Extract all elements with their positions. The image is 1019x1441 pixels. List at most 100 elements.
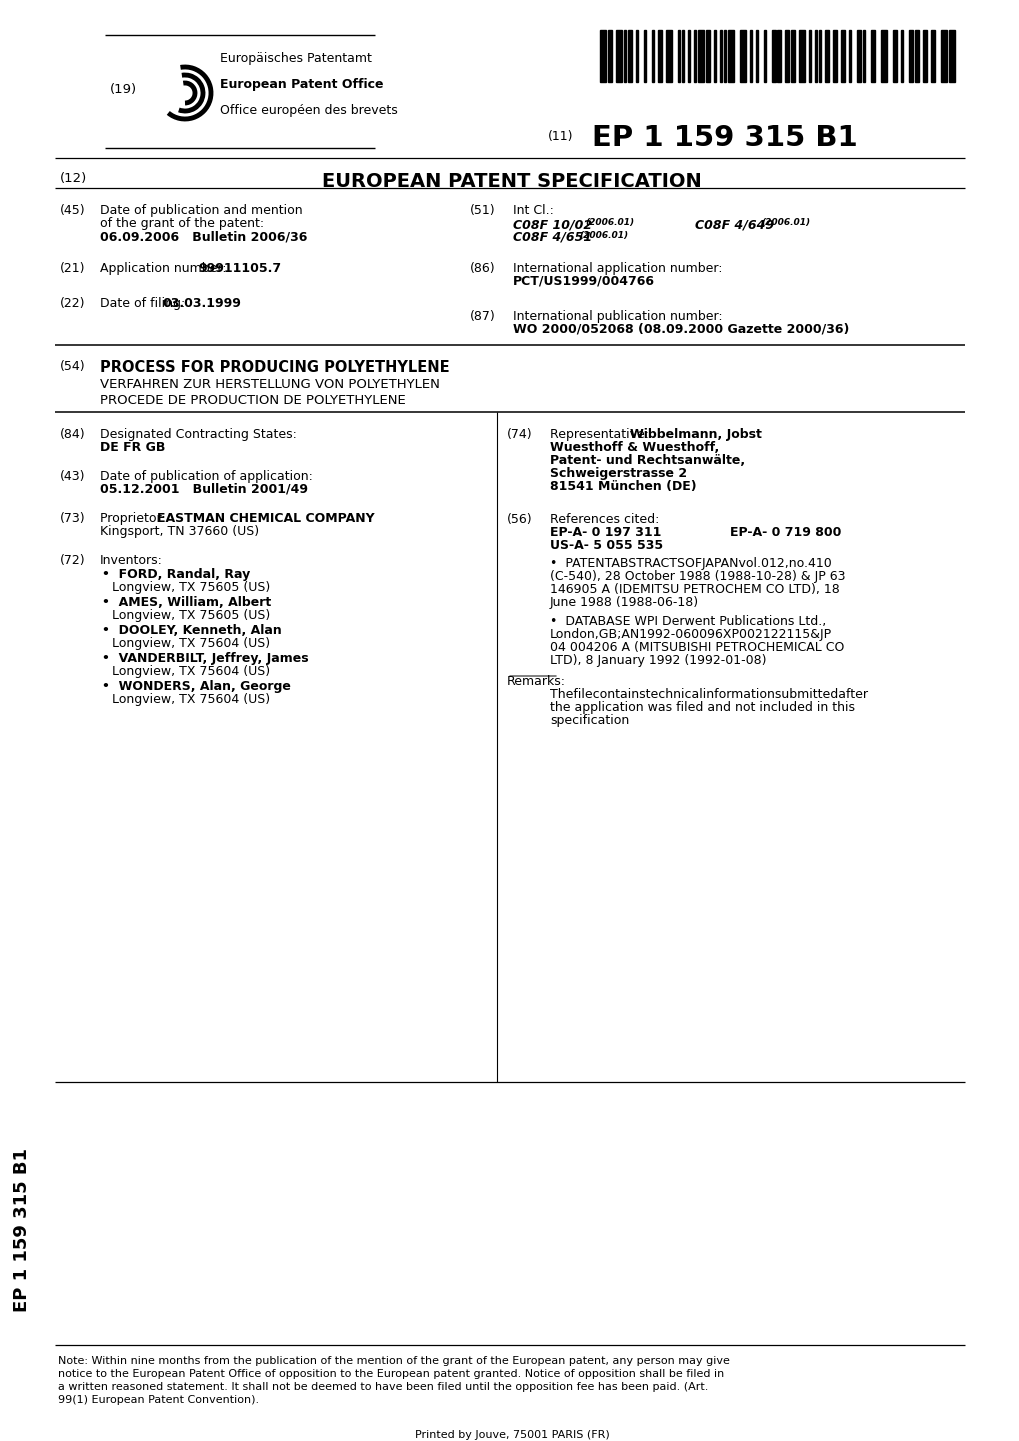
Text: •  DOOLEY, Kenneth, Alan: • DOOLEY, Kenneth, Alan [102,624,281,637]
Bar [880,30,887,82]
Text: References cited:: References cited: [549,513,658,526]
Bar [930,30,934,82]
Text: Thefilecontainstechnicalinformationsubmittedafter: Thefilecontainstechnicalinformationsubmi… [549,687,867,700]
Bar [791,30,795,82]
Text: 99911105.7: 99911105.7 [198,262,281,275]
Bar [727,30,733,82]
Text: (54): (54) [60,360,86,373]
Bar [908,30,912,82]
Bar [799,30,805,82]
Text: International publication number:: International publication number: [513,310,721,323]
Bar [833,30,837,82]
Text: Europäisches Patentamt: Europäisches Patentamt [220,52,372,65]
Text: EP-A- 0 719 800: EP-A- 0 719 800 [730,526,841,539]
Bar [705,30,709,82]
Text: (11): (11) [547,130,573,143]
Text: Kingsport, TN 37660 (US): Kingsport, TN 37660 (US) [100,525,259,537]
Text: EP-A- 0 197 311: EP-A- 0 197 311 [549,526,660,539]
Text: Schweigerstrasse 2: Schweigerstrasse 2 [549,467,687,480]
Bar [841,30,845,82]
Bar [755,30,757,82]
Text: •  AMES, William, Albert: • AMES, William, Albert [102,597,271,610]
Bar [770,30,774,82]
Text: the application was filed and not included in this: the application was filed and not includ… [549,700,854,713]
Bar [643,30,645,82]
Bar [870,30,874,82]
Bar [665,30,672,82]
Text: (51): (51) [470,205,495,218]
Text: 81541 München (DE): 81541 München (DE) [549,480,696,493]
Bar [713,30,715,82]
Text: C08F 4/651: C08F 4/651 [513,231,592,244]
Text: Int Cl.:: Int Cl.: [513,205,553,218]
Text: EP 1 159 315 B1: EP 1 159 315 B1 [591,124,857,151]
Bar [856,30,860,82]
Text: Office européen des brevets: Office européen des brevets [220,104,397,117]
Bar [607,30,611,82]
Text: US-A- 5 055 535: US-A- 5 055 535 [549,539,662,552]
Bar [785,30,789,82]
Bar [922,30,926,82]
Bar [776,30,781,82]
Text: (22): (22) [60,297,86,310]
Bar [763,30,765,82]
Bar [681,30,683,82]
Text: London,GB;AN1992-060096XP002122115&JP: London,GB;AN1992-060096XP002122115&JP [549,628,832,641]
Text: (12): (12) [60,171,88,184]
Bar [719,30,721,82]
Text: (43): (43) [60,470,86,483]
Bar [862,30,864,82]
Bar [635,30,637,82]
Text: EP 1 159 315 B1: EP 1 159 315 B1 [13,1148,31,1311]
Text: specification: specification [549,713,629,728]
Text: 04 004206 A (MITSUBISHI PETROCHEMICAL CO: 04 004206 A (MITSUBISHI PETROCHEMICAL CO [549,641,844,654]
Bar [814,30,816,82]
Text: Remarks:: Remarks: [506,674,566,687]
Text: WO 2000/052068 (08.09.2000 Gazette 2000/36): WO 2000/052068 (08.09.2000 Gazette 2000/… [513,323,849,336]
Text: 99(1) European Patent Convention).: 99(1) European Patent Convention). [58,1395,259,1405]
Text: Note: Within nine months from the publication of the mention of the grant of the: Note: Within nine months from the public… [58,1356,730,1366]
Text: Wuesthoff & Wuesthoff,: Wuesthoff & Wuesthoff, [549,441,718,454]
Text: Representative:: Representative: [549,428,652,441]
Text: •  VANDERBILT, Jeffrey, James: • VANDERBILT, Jeffrey, James [102,651,309,664]
Text: •  PATENTABSTRACTSOFJAPANvol.012,no.410: • PATENTABSTRACTSOFJAPANvol.012,no.410 [549,558,830,571]
Text: Application number:: Application number: [100,262,230,275]
Text: Longview, TX 75605 (US): Longview, TX 75605 (US) [112,610,270,623]
Bar [657,30,661,82]
Text: Proprietor:: Proprietor: [100,512,169,525]
Text: (72): (72) [60,553,86,566]
Text: a written reasoned statement. It shall not be deemed to have been filed until th: a written reasoned statement. It shall n… [58,1382,707,1392]
Text: 05.12.2001   Bulletin 2001/49: 05.12.2001 Bulletin 2001/49 [100,483,308,496]
Text: VERFAHREN ZUR HERSTELLUNG VON POLYETHYLEN: VERFAHREN ZUR HERSTELLUNG VON POLYETHYLE… [100,378,439,391]
Text: (45): (45) [60,205,86,218]
Text: DE FR GB: DE FR GB [100,441,165,454]
Text: Date of publication and mention: Date of publication and mention [100,205,303,218]
Text: (2006.01): (2006.01) [585,218,634,228]
Bar [739,30,745,82]
Text: Longview, TX 75605 (US): Longview, TX 75605 (US) [112,581,270,594]
Bar [849,30,851,82]
Text: PROCEDE DE PRODUCTION DE POLYETHYLENE: PROCEDE DE PRODUCTION DE POLYETHYLENE [100,393,406,406]
Text: Date of publication of application:: Date of publication of application: [100,470,313,483]
Text: (2006.01): (2006.01) [579,231,628,241]
Text: (73): (73) [60,512,86,525]
Bar [722,30,725,82]
Bar [628,30,632,82]
Text: (21): (21) [60,262,86,275]
Bar [651,30,653,82]
Text: Wibbelmann, Jobst: Wibbelmann, Jobst [630,428,761,441]
Text: Designated Contracting States:: Designated Contracting States: [100,428,297,441]
Text: (74): (74) [506,428,532,441]
Text: Longview, TX 75604 (US): Longview, TX 75604 (US) [112,693,270,706]
Bar [809,30,810,82]
Text: C08F 10/02: C08F 10/02 [513,218,592,231]
Bar [893,30,897,82]
Text: notice to the European Patent Office of opposition to the European patent grante: notice to the European Patent Office of … [58,1369,723,1379]
Text: 146905 A (IDEMITSU PETROCHEM CO LTD), 18: 146905 A (IDEMITSU PETROCHEM CO LTD), 18 [549,584,839,597]
Text: PROCESS FOR PRODUCING POLYETHYLENE: PROCESS FOR PRODUCING POLYETHYLENE [100,360,449,375]
Bar [914,30,918,82]
Text: Longview, TX 75604 (US): Longview, TX 75604 (US) [112,637,270,650]
Text: •  DATABASE WPI Derwent Publications Ltd.,: • DATABASE WPI Derwent Publications Ltd.… [549,615,825,628]
Bar [687,30,689,82]
Text: (87): (87) [470,310,495,323]
